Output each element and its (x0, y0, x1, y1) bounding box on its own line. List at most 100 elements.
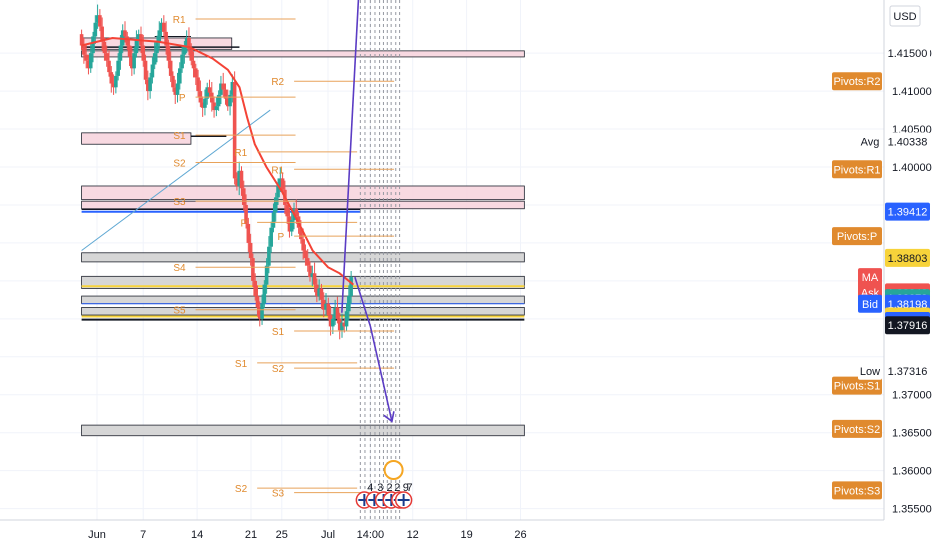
candle-body-69 (237, 170, 242, 186)
forecast-path (341, 0, 395, 423)
tag-prefix-2 (858, 132, 882, 151)
pivot-label-12: R1 (271, 165, 284, 176)
price-tag-4 (885, 202, 930, 221)
zone-4 (81, 200, 525, 210)
event-markers[interactable]: 4 3 2 2 97 (355, 460, 413, 509)
candle-body-87 (278, 178, 283, 186)
candle-body-11 (104, 53, 109, 61)
price-tick-1: 1.36000 (892, 466, 932, 478)
price-tick-0: 1.35500 (892, 504, 932, 516)
horizontal-lines (81, 35, 525, 321)
candle-body-68 (235, 178, 239, 186)
candle-body-28 (143, 60, 148, 80)
candle-body-86 (276, 185, 280, 198)
pivot-label-8: P (240, 218, 247, 229)
time-tick-0: Jun (88, 529, 106, 541)
candle-body-0 (79, 34, 84, 46)
candle-body-114 (340, 322, 344, 331)
candle-body-48 (189, 49, 194, 61)
candle-body-109 (328, 315, 333, 327)
candle-body-58 (212, 102, 216, 111)
price-tag-value-15: 1.37316 (888, 366, 928, 378)
candle-body-76 (253, 280, 257, 297)
pivot-label-0: R1 (173, 15, 186, 26)
candle-body-103 (315, 284, 319, 297)
zone-8 (81, 307, 525, 316)
candle-body-62 (221, 83, 226, 90)
time-axis[interactable]: Jun 7 14 21 25 Jul 14:00 12 19 26 (88, 529, 527, 541)
candle-body-49 (191, 60, 196, 69)
candle-body-106 (321, 299, 326, 310)
event-count-5: 7 (407, 482, 413, 494)
event-count-4: 9 (403, 482, 409, 494)
candle-body-66 (230, 81, 235, 95)
pivot-tag-label-1: Pivots:R2 (833, 76, 880, 88)
candle-body-15 (114, 75, 118, 88)
price-tag-0 (885, 44, 930, 63)
candle-body-38 (166, 45, 171, 61)
event-count-1: 3 (377, 482, 383, 494)
candle-body-88 (280, 178, 285, 190)
moving-average (81, 36, 355, 286)
candle-body-63 (223, 89, 228, 99)
pivot-tag-label-5: Pivots:P (837, 231, 877, 243)
price-tag-2 (885, 132, 930, 151)
candle-body-111 (333, 307, 337, 319)
candle-body-1 (82, 45, 86, 55)
candle-body-12 (107, 60, 111, 73)
pivot-tag-17 (832, 481, 882, 500)
tag-prefix-label-2: Avg (861, 136, 880, 148)
currency-button[interactable] (889, 5, 921, 27)
candle-body-24 (134, 39, 139, 54)
candle-body-99 (305, 258, 310, 266)
candle-body-37 (164, 31, 168, 46)
candles (79, 4, 353, 340)
forecast-line (354, 276, 393, 422)
candle-body-27 (141, 45, 146, 61)
candle-body-7 (95, 15, 100, 23)
pivot-label-11: R2 (271, 77, 284, 88)
candle-body-45 (182, 45, 187, 55)
tag-prefix-10 (858, 294, 882, 313)
pivot-label-6: S5 (173, 306, 186, 317)
event-count-3: 2 (394, 482, 400, 494)
time-tick-7: 12 (407, 529, 419, 541)
candle-body-39 (168, 60, 173, 76)
candle-body-60 (216, 94, 221, 107)
candle-body-29 (146, 79, 150, 92)
candle-body-30 (148, 77, 152, 92)
price-tag-value-6: 1.38803 (888, 253, 928, 265)
candle-body-92 (289, 220, 294, 232)
pivot-label-16: S3 (272, 489, 285, 500)
candle-body-3 (86, 60, 91, 69)
time-tick-3: 21 (245, 529, 257, 541)
pivot-labels: R1 P S1 S2 S3 S4 S5 R1 P S1 S2 R2 R1 P S1 S2 S3 (173, 15, 395, 500)
tag-prefix-7 (858, 268, 882, 287)
trend-line-segment (81, 109, 271, 251)
forecast-arrowhead (383, 411, 395, 423)
candle-body-16 (116, 60, 120, 76)
price-tag-13 (885, 316, 930, 335)
zone-9 (81, 424, 525, 437)
candle-body-13 (109, 72, 114, 84)
candle-body-35 (159, 22, 164, 31)
candle-body-8 (98, 15, 102, 27)
price-axis[interactable]: 1.355001.360001.365001.370001.400001.405… (892, 48, 932, 515)
candle-body-82 (267, 246, 271, 266)
tag-prefix-label-10: Bid (862, 299, 878, 311)
candle-body-110 (331, 318, 335, 327)
candle-body-33 (155, 41, 159, 54)
pivot-label-9: S1 (235, 359, 248, 370)
candle-body-9 (100, 26, 104, 42)
time-tick-5: Jul (321, 529, 335, 541)
candle-body-17 (118, 45, 123, 61)
candle-body-105 (319, 288, 324, 300)
pivot-tag-14 (832, 376, 882, 395)
price-tag-6 (885, 248, 930, 267)
candle-body-80 (262, 284, 267, 304)
candle-body-107 (324, 303, 328, 310)
tag-prefix-label-7: MA (862, 272, 879, 284)
candle-body-94 (294, 208, 299, 217)
candle-body-84 (271, 212, 276, 228)
